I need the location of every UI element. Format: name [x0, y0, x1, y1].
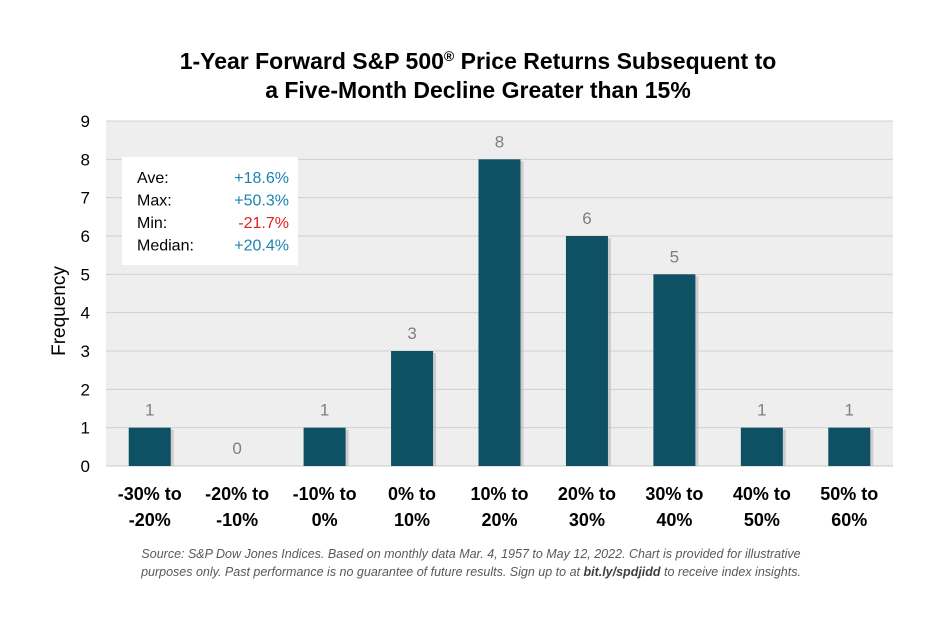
x-tick-label: 60% [831, 510, 867, 530]
data-label: 8 [495, 132, 504, 151]
stat-value: +20.4% [234, 238, 289, 255]
y-tick-label: 3 [81, 342, 90, 361]
bar [478, 159, 521, 467]
x-tick-label: -10% [216, 510, 258, 530]
y-tick-label: 8 [81, 150, 90, 169]
data-label: 1 [757, 401, 766, 420]
data-label: 3 [407, 324, 416, 343]
y-tick-label: 1 [81, 419, 90, 438]
x-tick-label: -20% [129, 510, 171, 530]
y-tick-label: 5 [81, 265, 90, 284]
x-tick-label: 50% to [820, 484, 878, 504]
y-tick-label: 6 [81, 227, 90, 246]
x-tick-label: 50% [744, 510, 780, 530]
y-tick-label: 0 [81, 457, 90, 476]
y-tick-label: 2 [81, 380, 90, 399]
y-axis-label: Frequency [49, 266, 70, 356]
bar [828, 427, 871, 466]
stat-label: Max: [137, 193, 172, 210]
x-tick-label: 0% to [388, 484, 436, 504]
data-label: 6 [582, 209, 591, 228]
x-tick-label: 10% to [470, 484, 528, 504]
bar [565, 236, 608, 466]
source-note-line1: Source: S&P Dow Jones Indices. Based on … [141, 547, 800, 561]
stats-list: Ave: +18.6% Max: +50.3% Min: -21.7% Median: +20… [137, 170, 289, 255]
bars [128, 159, 874, 467]
stat-value: +50.3% [234, 193, 289, 210]
bar [391, 351, 434, 466]
data-label: 1 [845, 401, 854, 420]
data-label: 0 [232, 439, 241, 458]
y-axis-ticks: 0 1 2 3 4 5 6 7 8 9 [81, 112, 90, 476]
x-tick-label: 10% [394, 510, 430, 530]
bar [128, 427, 171, 466]
x-tick-label: 20% [481, 510, 517, 530]
y-tick-label: 9 [81, 112, 90, 131]
stat-label: Median: [137, 238, 194, 255]
stat-value: -21.7% [238, 215, 289, 232]
stats-box [122, 157, 298, 265]
data-labels: 1 0 1 3 8 6 5 1 1 [145, 132, 854, 458]
data-label: 1 [145, 401, 154, 420]
x-tick-label: -30% to [118, 484, 182, 504]
bar [740, 427, 783, 466]
stat-value: +18.6% [234, 170, 289, 187]
y-tick-label: 7 [81, 189, 90, 208]
x-axis-categories: -30% to -20% -20% to -10% -10% to 0% 0% to 10% 1… [118, 484, 879, 530]
bar [653, 274, 696, 466]
bar [303, 427, 346, 466]
x-tick-label: 20% to [558, 484, 616, 504]
stat-label: Ave: [137, 170, 169, 187]
stat-label: Min: [137, 215, 167, 232]
data-label: 5 [670, 247, 679, 266]
chart-title-line2: a Five-Month Decline Greater than 15% [265, 77, 691, 103]
registered-mark: ® [444, 48, 455, 64]
y-tick-label: 4 [81, 304, 90, 323]
x-tick-label: 30% to [645, 484, 703, 504]
chart-title-line1: 1-Year Forward S&P 500® Price Returns Su… [180, 48, 777, 74]
data-label: 1 [320, 401, 329, 420]
x-tick-label: -10% to [293, 484, 357, 504]
x-tick-label: 40% [656, 510, 692, 530]
x-tick-label: 30% [569, 510, 605, 530]
source-link: bit.ly/spdjidd [583, 565, 660, 579]
x-tick-label: -20% to [205, 484, 269, 504]
source-note-line2: purposes only. Past performance is no gu… [140, 565, 801, 579]
x-tick-label: 0% [312, 510, 338, 530]
x-tick-label: 40% to [733, 484, 791, 504]
